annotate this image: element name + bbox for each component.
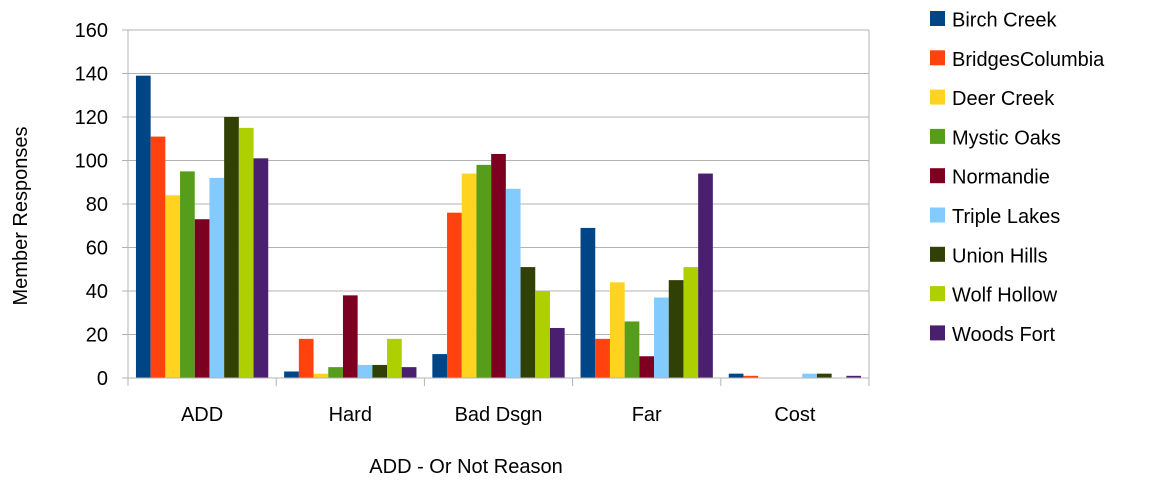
bar [802,373,817,378]
bar [224,117,239,378]
bar [387,338,402,378]
bar [683,267,699,378]
bar [728,373,744,378]
legend-swatch [930,11,945,26]
y-tick-label: 0 [97,368,108,390]
legend-swatch [930,286,945,302]
bar [816,373,832,378]
bar [609,282,625,378]
y-tick-label: 80 [86,194,108,216]
bar [624,321,640,378]
bar [520,267,536,378]
axes: 0 20 40 60 80 100 120 140 160 ADD Hard Bad Dsgn Far C… [75,20,870,426]
legend-label: Normandie [952,167,1050,189]
bar [401,367,417,378]
bar [342,295,358,378]
bar [180,171,195,378]
bar [447,212,462,378]
bar [639,356,655,378]
bar [284,371,299,378]
bar [491,153,506,378]
bars [135,75,862,379]
bar [357,364,373,378]
y-tick-label: 20 [86,325,108,347]
y-tick-label: 140 [75,64,108,86]
x-tick-label: Far [632,404,662,426]
x-tick-label: Cost [774,404,816,426]
bar [253,158,269,378]
bar [698,173,713,378]
x-tick-label: ADD [181,404,223,426]
bar [313,373,329,378]
bar [846,375,862,378]
x-tick-label: Bad Dsgn [455,404,543,426]
legend-swatch [930,325,945,341]
y-tick-label: 120 [75,107,108,129]
bar [743,375,759,378]
legend-swatch [930,50,945,66]
bar [432,354,448,378]
y-tick-label: 160 [75,20,108,42]
legend-swatch [930,89,945,105]
legend-label: Mystic Oaks [952,127,1061,149]
legend-swatch [930,128,945,144]
bar [194,219,210,378]
bar [654,297,669,378]
bar [549,327,565,378]
legend-swatch [930,168,945,184]
legend-label: Woods Fort [952,324,1055,346]
bar [298,338,314,378]
y-tick-label: 100 [75,151,108,173]
legend-label: Triple Lakes [952,206,1060,228]
bar [165,195,181,378]
bar [461,173,477,378]
legend-label: Birch Creek [952,10,1057,32]
legend-label: BridgesColumbia [952,49,1105,71]
bar [238,127,254,378]
legend-label: Wolf Hollow [952,285,1058,307]
legend-swatch [930,246,945,262]
legend: Birch Creek BridgesColumbia Deer Creek Myst… [930,10,1105,346]
bar [476,164,492,378]
bar [505,188,521,378]
y-axis-title: Member Responses [10,127,32,306]
bar [328,367,343,378]
bar [209,177,225,378]
legend-label: Union Hills [952,245,1048,267]
bar [668,280,684,378]
bar [135,75,151,379]
y-tick-label: 60 [86,238,108,260]
bar [535,291,550,378]
bar [372,364,388,378]
bar [580,227,596,378]
legend-label: Deer Creek [952,88,1055,110]
x-tick-label: Hard [329,404,372,426]
x-axis-title: ADD - Or Not Reason [369,456,562,477]
legend-swatch [930,207,945,223]
y-tick-label: 40 [86,281,108,303]
bar [595,338,610,378]
bar [150,136,166,378]
